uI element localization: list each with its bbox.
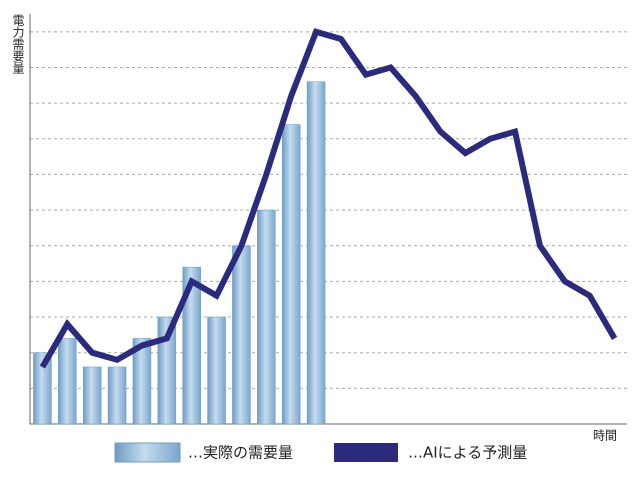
bar: [207, 316, 226, 425]
legend-label: …実際の需要量: [188, 444, 293, 462]
x-axis-label: 時間: [593, 429, 617, 443]
bar: [33, 352, 52, 425]
bar: [157, 316, 177, 425]
bar: [182, 266, 201, 425]
bar: [232, 245, 251, 425]
bar: [107, 366, 127, 425]
legend-label: …AIによる予測量: [408, 444, 527, 462]
legend-swatch: [114, 442, 181, 463]
y-axis-label: 電力需要量: [11, 14, 25, 74]
legend-swatch: [334, 443, 398, 462]
bar: [132, 338, 152, 425]
bar: [257, 209, 276, 425]
forecast-line: [39, 28, 618, 369]
bar: [281, 124, 301, 425]
bar: [306, 81, 326, 425]
bar: [58, 338, 77, 425]
bar: [82, 366, 102, 425]
